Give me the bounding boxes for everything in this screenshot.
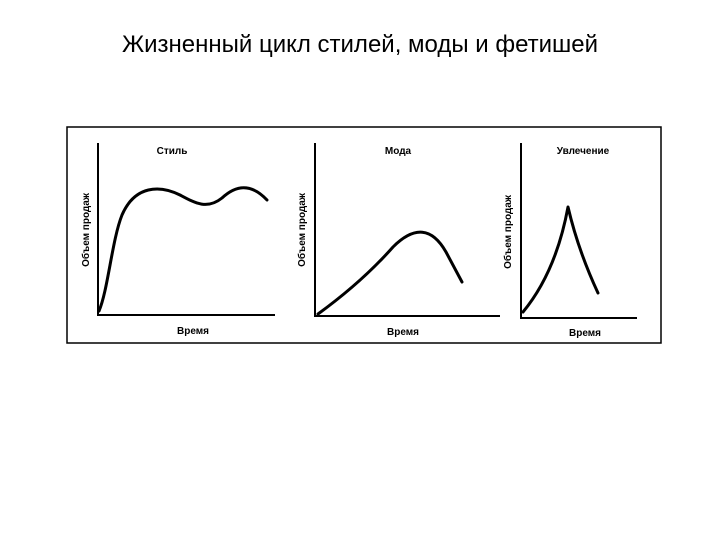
axes: [520, 143, 637, 319]
curve: [521, 205, 600, 314]
curve: [97, 186, 269, 313]
panel: Увлечение Время Объем продаж: [502, 143, 637, 339]
panel-title: Стиль: [157, 146, 188, 157]
slide-title: Жизненный цикл стилей, моды и фетишей: [122, 31, 598, 58]
panel-title: Мода: [385, 146, 412, 157]
x-label: Время: [387, 327, 419, 338]
figure-frame: [66, 126, 662, 344]
panel: Мода Время Объем продаж: [296, 143, 500, 338]
y-label: Объем продаж: [296, 192, 308, 267]
y-label: Объем продаж: [80, 192, 92, 267]
panel-title: Увлечение: [557, 146, 610, 157]
curve: [316, 230, 464, 316]
panel: Стиль Время Объем продаж: [80, 143, 275, 337]
y-label: Объем продаж: [502, 194, 514, 269]
axes: [314, 143, 500, 317]
x-label: Время: [569, 328, 601, 339]
x-label: Время: [177, 326, 209, 337]
axes: [97, 143, 275, 316]
